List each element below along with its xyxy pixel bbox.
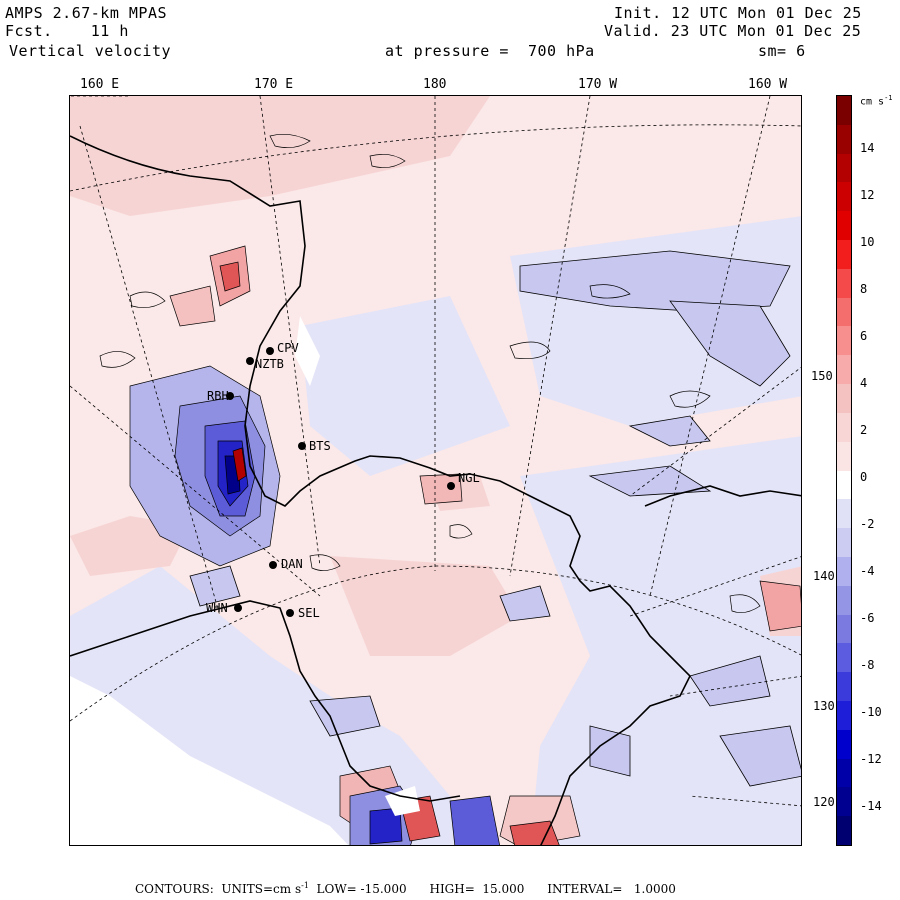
colorbar-segment	[837, 182, 851, 212]
colorbar-segment	[837, 787, 851, 817]
map-svg	[70, 96, 801, 845]
colorbar-tick-label: -6	[860, 611, 875, 625]
station-label-ngl: NGL	[458, 471, 480, 485]
colorbar-tick-label: 6	[860, 329, 868, 343]
colorbar-segment	[837, 729, 851, 760]
colorbar-tick-label: 14	[860, 141, 875, 155]
weak-positive-field	[70, 96, 801, 656]
colorbar-tick-label: 4	[860, 376, 868, 390]
contour-info: CONTOURS: UNITS=cm s-1 LOW= -15.000 HIGH…	[135, 881, 676, 896]
colorbar-segment	[837, 124, 851, 155]
colorbar-segment	[837, 643, 851, 673]
forecast-hour: Fcst. 11 h	[5, 22, 129, 40]
colorbar-segment	[837, 499, 851, 529]
colorbar-tick-label: -10	[860, 705, 882, 719]
colorbar-segment	[837, 326, 851, 356]
colorbar-segment	[837, 585, 851, 616]
strong-negative-core	[129, 365, 281, 567]
footer-rest: LOW= -15.000 HIGH= 15.000 INTERVAL= 1.00…	[308, 882, 676, 896]
colorbar-segment	[837, 240, 851, 270]
colorbar-segment	[837, 355, 851, 385]
map-panel[interactable]	[69, 95, 802, 846]
model-title: AMPS 2.67-km MPAS	[5, 4, 168, 22]
colorbar-segment	[837, 211, 851, 241]
colorbar-tick-label: -8	[860, 658, 875, 672]
colorbar-segment	[837, 297, 851, 327]
colorbar-tick-label: 8	[860, 282, 868, 296]
coastline	[70, 135, 801, 845]
colorbar-tick-label: -4	[860, 564, 875, 578]
station-markers	[226, 347, 455, 617]
colorbar	[836, 95, 852, 846]
colorbar-tick-label: 2	[860, 423, 868, 437]
colorbar-segment	[837, 672, 851, 702]
graticule	[70, 96, 801, 807]
init-time: Init. 12 UTC Mon 01 Dec 25	[614, 4, 862, 22]
field-name: Vertical velocity	[9, 42, 172, 60]
colorbar-units-exp: -1	[884, 94, 893, 102]
colorbar-segment	[837, 816, 851, 846]
colorbar-segment	[837, 153, 851, 183]
colorbar-segment	[837, 268, 851, 299]
smoothing: sm= 6	[758, 42, 806, 60]
lon-label-160w: 160 W	[748, 77, 788, 92]
contour-lines	[99, 134, 761, 613]
colorbar-segment	[837, 528, 851, 558]
colorbar-tick-label: -2	[860, 517, 875, 531]
footer-contours: CONTOURS: UNITS=cm s	[135, 882, 302, 896]
colorbar-segment	[837, 556, 851, 587]
station-label-cpv: CPV	[277, 341, 299, 355]
colorbar-segment	[837, 470, 851, 500]
colorbar-units-label: cm s	[860, 96, 885, 108]
valid-time: Valid. 23 UTC Mon 01 Dec 25	[604, 22, 862, 40]
colorbar-tick-label: 12	[860, 188, 875, 202]
lon-label-180: 180	[423, 77, 447, 92]
footer-exp: -1	[301, 881, 309, 890]
station-label-dan: DAN	[281, 557, 303, 571]
colorbar-segment	[837, 700, 851, 731]
negative-bands	[189, 250, 801, 787]
station-label-whn: WHN	[206, 601, 228, 615]
station-label-rbh: RBH	[207, 389, 229, 403]
pressure-level: at pressure = 700 hPa	[385, 42, 595, 60]
colorbar-segment	[837, 614, 851, 644]
colorbar-tick-label: 10	[860, 235, 875, 249]
colorbar-segment	[837, 96, 851, 126]
lon-label-160e: 160 E	[80, 77, 120, 92]
colorbar-tick-label: -12	[860, 752, 882, 766]
station-label-nztb: NZTB	[255, 357, 284, 371]
lon-label-170e: 170 E	[254, 77, 294, 92]
lon-label-170w: 170 W	[578, 77, 618, 92]
station-label-bts: BTS	[309, 439, 331, 453]
colorbar-tick-label: -14	[860, 799, 882, 813]
colorbar-segment	[837, 412, 851, 443]
colorbar-segment	[837, 441, 851, 471]
colorbar-segment	[837, 758, 851, 788]
colorbar-segment	[837, 384, 851, 414]
colorbar-tick-label: 0	[860, 470, 868, 484]
station-label-sel: SEL	[298, 606, 320, 620]
colorbar-units: cm s-1	[860, 94, 893, 107]
